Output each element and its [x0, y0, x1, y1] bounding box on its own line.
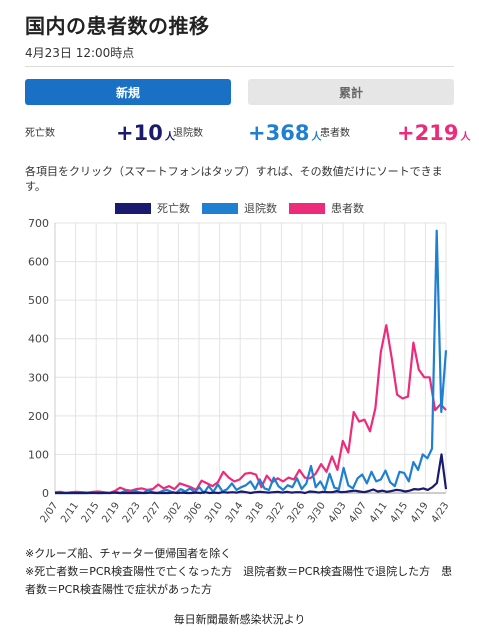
stat-deaths-value: +10 人 [116, 121, 175, 145]
footnote-2: ※死亡者数＝PCR検査陽性で亡くなった方 退院者数＝PCR検査陽性で退院した方 … [25, 565, 453, 596]
y-tick-label: 100 [28, 448, 49, 461]
stat-patients-number: +219 [397, 121, 459, 145]
x-tick-label: 3/18 [244, 500, 266, 525]
x-tick-label: 4/19 [409, 500, 431, 525]
y-tick-label: 500 [28, 294, 49, 307]
stat-patients-label: 患者数 [320, 128, 350, 139]
x-tick-label: 3/06 [183, 500, 205, 525]
series-line-deaths [55, 453, 448, 495]
divider [25, 66, 454, 67]
stat-discharged-label: 退院数 [173, 128, 203, 139]
x-tick-label: 2/15 [80, 500, 102, 525]
x-tick-label: 2/11 [59, 500, 81, 525]
y-tick-label: 600 [28, 256, 49, 269]
source-credit: 毎日新聞最新感染状況より [173, 613, 306, 626]
x-tick-label: 3/02 [162, 500, 184, 525]
legend-item-deaths[interactable]: 死亡数 [115, 200, 190, 216]
x-tick-label: 3/10 [203, 500, 225, 525]
x-tick-label: 3/30 [306, 500, 328, 525]
y-tick-label: 200 [28, 410, 49, 423]
y-tick-label: 300 [28, 371, 49, 384]
x-tick-label: 2/07 [39, 500, 61, 525]
series-line-discharged [55, 229, 448, 495]
y-tick-label: 0 [42, 487, 49, 500]
legend-swatch-patients [289, 202, 325, 214]
update-timestamp: 4月23日 12:00時点 [25, 46, 135, 60]
page-title: 国内の患者数の推移 [25, 14, 210, 38]
legend-label-deaths: 死亡数 [157, 202, 190, 215]
stat-deaths-label: 死亡数 [25, 128, 55, 139]
y-tick-label: 700 [28, 217, 49, 230]
stat-patients-value: +219 人 [397, 121, 470, 145]
x-tick-label: 4/15 [388, 500, 410, 525]
x-tick-label: 4/23 [430, 500, 452, 525]
x-tick-label: 4/07 [347, 500, 369, 525]
tab-new[interactable]: 新規 [25, 79, 231, 105]
x-tick-label: 4/03 [327, 500, 349, 525]
chart-legend: 死亡数 退院数 患者数 [0, 200, 479, 216]
stat-discharged-unit: 人 [311, 132, 322, 143]
x-tick-label: 2/23 [121, 500, 143, 525]
stat-deaths-number: +10 [116, 121, 163, 145]
stat-discharged-number: +368 [248, 121, 310, 145]
footnote-1: ※クルーズ船、チャーター便帰国者を除く [25, 547, 232, 560]
x-tick-label: 3/26 [286, 500, 308, 525]
y-tick-label: 400 [28, 333, 49, 346]
legend-label-patients: 患者数 [331, 202, 364, 215]
x-tick-label: 2/19 [100, 500, 122, 525]
footnotes: ※クルーズ船、チャーター便帰国者を除く ※死亡者数＝PCR検査陽性で亡くなった方… [25, 545, 460, 599]
legend-swatch-discharged [202, 202, 238, 214]
legend-label-discharged: 退院数 [244, 202, 277, 215]
x-tick-label: 2/27 [141, 500, 163, 525]
stat-patients-unit: 人 [460, 132, 471, 143]
legend-swatch-deaths [115, 202, 151, 214]
legend-item-patients[interactable]: 患者数 [289, 200, 364, 216]
x-tick-label: 4/11 [368, 500, 390, 525]
legend-item-discharged[interactable]: 退院数 [202, 200, 277, 216]
sort-instructions: 各項目をクリック（スマートフォンはタップ）すれば、その数値だけにソートできます。 [25, 165, 443, 193]
x-tick-label: 3/14 [224, 500, 246, 525]
stat-discharged-value: +368 人 [248, 121, 321, 145]
stat-deaths-unit: 人 [164, 132, 175, 143]
x-tick-label: 3/22 [265, 500, 287, 525]
line-chart: 01002003004005006007002/072/112/152/192/… [28, 217, 452, 525]
series-line-patients [54, 324, 447, 495]
tab-total[interactable]: 累計 [248, 79, 454, 105]
